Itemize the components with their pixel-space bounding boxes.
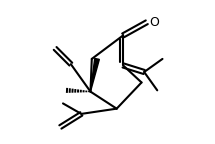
- Text: O: O: [149, 16, 159, 29]
- Polygon shape: [91, 58, 99, 92]
